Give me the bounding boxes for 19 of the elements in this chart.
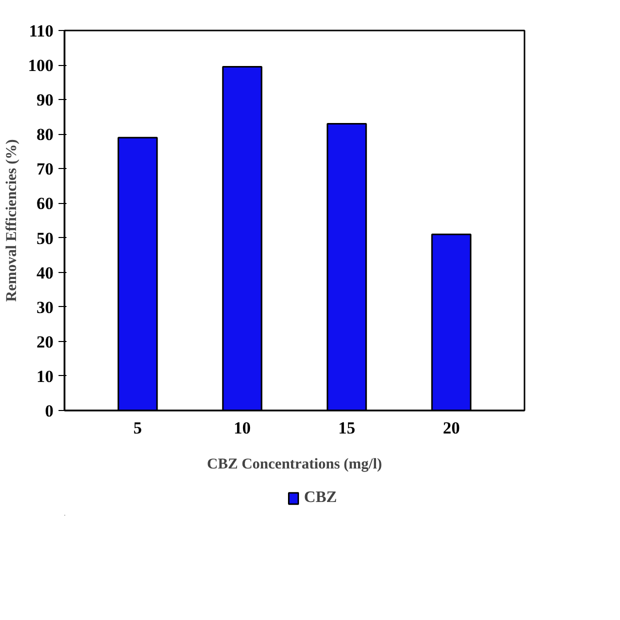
y-tick-label: 50 bbox=[36, 228, 54, 248]
y-tick-label: 10 bbox=[36, 366, 54, 386]
y-axis-title: Removal Efficiencies (%) bbox=[4, 139, 20, 302]
y-tick-label: 30 bbox=[36, 298, 54, 317]
y-tick-label: 70 bbox=[36, 160, 54, 179]
y-tick-label: 100 bbox=[28, 56, 54, 76]
x-tick-label: 10 bbox=[234, 418, 251, 438]
y-tick-label: 20 bbox=[36, 332, 54, 352]
y-tick-label: 80 bbox=[36, 125, 54, 144]
x-tick-label: 20 bbox=[442, 418, 460, 438]
x-tick-label: 5 bbox=[133, 418, 142, 438]
y-tick-label: 110 bbox=[28, 22, 54, 40]
y-tick-label: 0 bbox=[45, 402, 54, 420]
x-tick-label: 15 bbox=[338, 418, 356, 438]
y-tick-label: 60 bbox=[36, 194, 54, 214]
y-tick-label: 40 bbox=[36, 263, 54, 282]
y-tick-label: 90 bbox=[36, 90, 54, 110]
x-axis-title: CBZ Concentrations (mg/l) bbox=[207, 456, 382, 472]
legend-label: CBZ bbox=[304, 488, 337, 506]
